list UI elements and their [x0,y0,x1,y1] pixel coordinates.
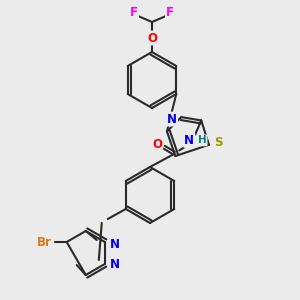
Text: S: S [214,136,222,149]
Text: F: F [130,5,138,19]
Text: N: N [184,134,194,147]
Text: N: N [110,257,120,271]
Text: O: O [152,138,162,151]
Text: H: H [198,135,207,146]
Text: O: O [147,32,157,44]
Text: N: N [110,238,120,250]
Text: N: N [167,112,177,126]
Text: F: F [166,5,174,19]
Text: Br: Br [37,236,52,248]
